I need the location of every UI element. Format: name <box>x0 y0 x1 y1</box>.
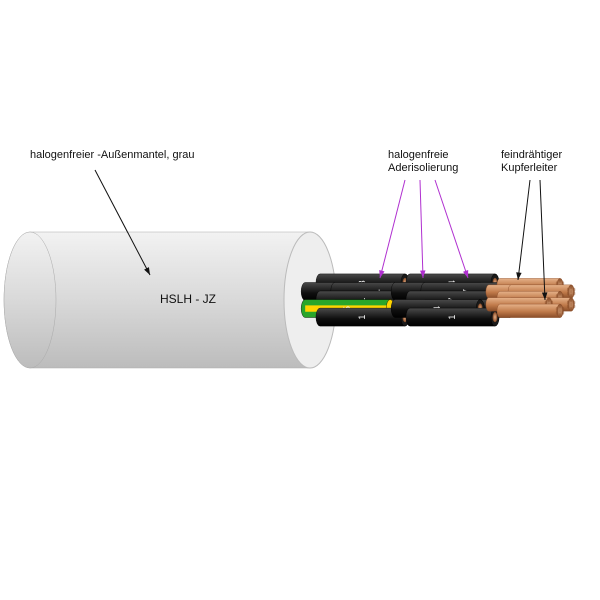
label-conductor-text: Kupferleiter <box>501 162 558 174</box>
core-bundle <box>486 278 575 317</box>
core-number: 1 <box>447 315 457 320</box>
label-insulation: halogenfreieAderisolierung <box>379 149 468 278</box>
label-sheath-text: halogenfreier -Außenmantel, grau <box>30 149 194 161</box>
label-conductor-text: feindrähtiger <box>501 149 562 161</box>
outer-sheath: HSLH - JZ <box>4 232 336 368</box>
sheath-print-text: HSLH - JZ <box>160 292 216 306</box>
cable-diagram: HSLH - JZ31112514777441halogenfreier -Au… <box>0 0 600 600</box>
label-conductor: feindrähtigerKupferleiter <box>501 149 562 300</box>
label-insulation-text: halogenfreie <box>388 149 449 161</box>
core-number: 1 <box>357 315 367 320</box>
label-insulation-text: Aderisolierung <box>388 162 458 174</box>
